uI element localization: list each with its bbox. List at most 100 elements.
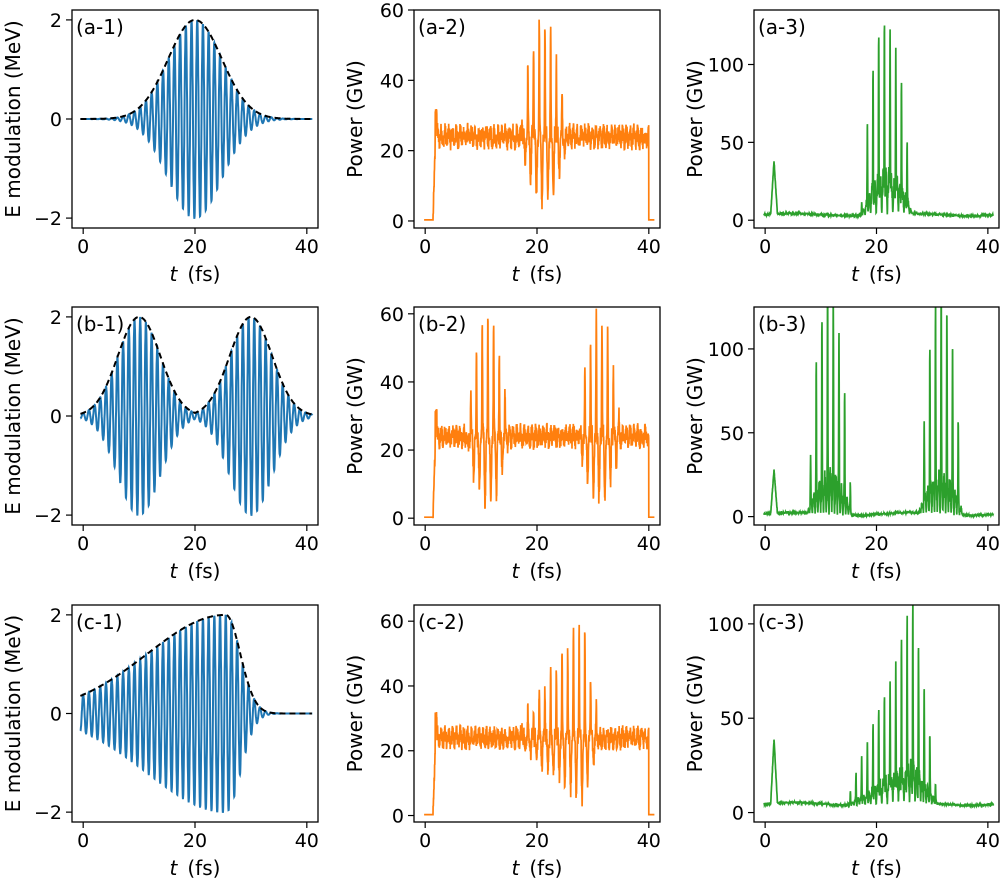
x-tick-label: 40 xyxy=(976,236,1000,258)
x-tick-label: 0 xyxy=(419,533,431,555)
x-axis-label: t (fs) xyxy=(851,856,902,880)
panel-a-1: 0 20 40 −2 0 2 t (fs) E modulation (MeV) (a-1) xyxy=(1,9,319,286)
y-axis-label: Power (GW) xyxy=(683,655,707,773)
y-axis-label: Power (GW) xyxy=(343,655,367,773)
x-tick-label: 0 xyxy=(77,533,89,555)
x-tick-label: 20 xyxy=(864,236,888,258)
y-tick-label: 100 xyxy=(708,614,744,636)
x-tick-label: 40 xyxy=(637,236,661,258)
y-tick-label: 60 xyxy=(380,0,404,22)
series-line-c-2 xyxy=(424,624,655,816)
y-axis-label: Power (GW) xyxy=(683,60,707,178)
y-axis-label: E modulation (MeV) xyxy=(1,20,25,217)
y-tick-label: 100 xyxy=(708,339,744,361)
x-axis-unit: (fs) xyxy=(187,559,220,583)
envelope-line-b-1 xyxy=(80,315,313,416)
y-tick-label: 2 xyxy=(50,307,62,329)
y-tick-label: 40 xyxy=(380,676,404,698)
axes-frame-b-2 xyxy=(413,306,661,526)
axes-frame-c-2 xyxy=(413,604,661,823)
x-axis-label: t (fs) xyxy=(851,262,902,286)
series-line-c-1 xyxy=(79,614,313,813)
x-tick-label: 0 xyxy=(759,533,771,555)
panel-label: (c-2) xyxy=(418,610,465,634)
y-tick-label: 0 xyxy=(50,109,62,131)
panel-label: (a-2) xyxy=(418,15,466,39)
panel-label: (a-1) xyxy=(76,15,124,39)
x-axis-var: t xyxy=(851,856,860,880)
x-axis-var: t xyxy=(170,856,179,880)
panel-label: (b-1) xyxy=(76,312,124,336)
x-axis-unit: (fs) xyxy=(869,559,902,583)
x-axis-unit: (fs) xyxy=(187,856,220,880)
y-tick-label: 50 xyxy=(720,423,744,445)
y-tick-label: 50 xyxy=(720,708,744,730)
x-axis-label: t (fs) xyxy=(512,262,563,286)
x-axis-var: t xyxy=(512,856,521,880)
x-axis-var: t xyxy=(512,262,521,286)
x-axis-unit: (fs) xyxy=(529,559,562,583)
series-line-a-3 xyxy=(763,25,995,220)
y-tick-label: 20 xyxy=(380,741,404,763)
x-axis-var: t xyxy=(170,559,179,583)
x-tick-label: 40 xyxy=(976,533,1000,555)
x-tick-label: 20 xyxy=(183,236,207,258)
y-tick-label: −2 xyxy=(34,802,62,824)
series-line-c-3 xyxy=(763,605,995,810)
y-tick-label: −2 xyxy=(34,505,62,527)
series-line-b-1 xyxy=(79,316,314,516)
panel-c-3: 0 20 40 0 50 100 t (fs) Power (GW) (c-3) xyxy=(683,604,1000,880)
x-axis-unit: (fs) xyxy=(529,262,562,286)
y-tick-label: −2 xyxy=(34,208,62,230)
y-tick-label: 20 xyxy=(380,440,404,462)
panel-label: (b-2) xyxy=(418,312,466,336)
series-line-b-3 xyxy=(763,307,995,520)
x-tick-label: 20 xyxy=(183,533,207,555)
x-axis-var: t xyxy=(512,559,521,583)
x-tick-label: 20 xyxy=(525,236,549,258)
x-tick-label: 20 xyxy=(525,830,549,852)
panel-c-2: 0 20 40 0 20 40 60 t (fs) Power (GW) (c-2) xyxy=(343,604,661,880)
y-axis-label: E modulation (MeV) xyxy=(1,317,25,514)
x-tick-label: 0 xyxy=(759,830,771,852)
y-tick-label: 40 xyxy=(380,372,404,394)
x-tick-label: 40 xyxy=(295,236,319,258)
y-tick-label: 0 xyxy=(732,210,744,232)
y-tick-label: 0 xyxy=(392,806,404,828)
panel-a-3: 0 20 40 0 50 100 t (fs) Power (GW) (a-3) xyxy=(683,9,1000,286)
x-axis-unit: (fs) xyxy=(869,262,902,286)
x-axis-var: t xyxy=(170,262,179,286)
y-tick-label: 2 xyxy=(50,605,62,627)
y-axis-label: Power (GW) xyxy=(343,60,367,178)
x-axis-label: t (fs) xyxy=(851,559,902,583)
x-tick-label: 40 xyxy=(295,533,319,555)
y-tick-label: 2 xyxy=(50,10,62,32)
panel-b-3: 0 20 40 0 50 100 t (fs) Power (GW) (b-3) xyxy=(683,306,1000,583)
x-axis-var: t xyxy=(851,559,860,583)
x-tick-label: 40 xyxy=(295,830,319,852)
panel-label: (a-3) xyxy=(758,15,806,39)
x-tick-label: 0 xyxy=(77,236,89,258)
panel-b-2: 0 20 40 0 20 40 60 t (fs) Power (GW) (b-2) xyxy=(343,304,661,583)
x-tick-label: 0 xyxy=(759,236,771,258)
envelope-line-c-1 xyxy=(80,613,312,715)
x-axis-unit: (fs) xyxy=(529,856,562,880)
x-tick-label: 20 xyxy=(864,830,888,852)
x-axis-label: t (fs) xyxy=(170,856,221,880)
y-tick-label: 0 xyxy=(392,211,404,233)
panel-label: (c-1) xyxy=(76,610,123,634)
y-tick-label: 0 xyxy=(50,704,62,726)
x-axis-label: t (fs) xyxy=(512,856,563,880)
y-tick-label: 20 xyxy=(380,141,404,163)
series-line-a-1 xyxy=(80,20,313,219)
y-tick-label: 0 xyxy=(392,508,404,530)
x-axis-unit: (fs) xyxy=(869,856,902,880)
panel-c-1: 0 20 40 −2 0 2 t (fs) E modulation (MeV) (c-1) xyxy=(1,604,319,880)
axes-frame-b-3 xyxy=(753,306,1000,526)
y-tick-label: 50 xyxy=(720,132,744,154)
panel-label: (c-3) xyxy=(758,610,805,634)
y-axis-label: E modulation (MeV) xyxy=(1,615,25,812)
y-tick-label: 0 xyxy=(50,406,62,428)
x-tick-label: 0 xyxy=(77,830,89,852)
